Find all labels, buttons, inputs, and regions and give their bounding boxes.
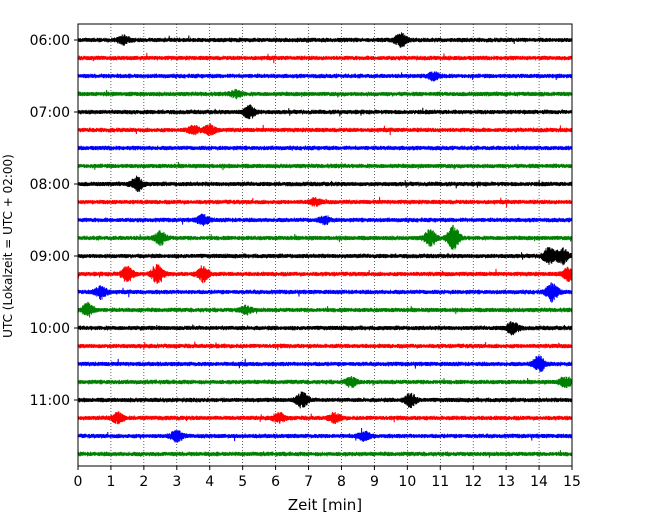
x-tick-label: 14 — [530, 474, 548, 490]
y-tick-label: 06:00 — [30, 33, 70, 49]
trace-row — [77, 428, 573, 443]
y-axis-label: UTC (Lokalzeit = UTC + 02:00) — [1, 154, 15, 338]
trace-row — [77, 32, 573, 48]
trace-row — [77, 355, 573, 373]
trace-row — [77, 247, 573, 266]
trace-row — [77, 104, 573, 120]
trace-row — [77, 301, 573, 318]
trace-row — [77, 162, 573, 171]
trace-row — [77, 175, 573, 192]
x-tick-label: 9 — [370, 474, 379, 490]
x-tick-label: 10 — [398, 474, 416, 490]
x-tick-label: 8 — [337, 474, 346, 490]
seismic-traces — [77, 32, 573, 458]
trace-row — [77, 450, 573, 458]
x-tick-label: 1 — [106, 474, 115, 490]
y-tick-label: 08:00 — [30, 177, 70, 193]
x-tick-label: 2 — [139, 474, 148, 490]
x-tick-label: 12 — [464, 474, 482, 490]
y-tick-label: 11:00 — [30, 393, 70, 409]
trace-row — [77, 123, 573, 136]
x-tick-label: 3 — [172, 474, 181, 490]
trace-row — [77, 321, 573, 336]
x-axis-ticks: 0 1 2 3 4 5 6 7 8 9 10 11 12 13 14 15 — [74, 466, 581, 490]
trace-row — [77, 144, 573, 151]
trace-row — [77, 196, 573, 208]
y-tick-label: 07:00 — [30, 105, 70, 121]
x-tick-label: 0 — [74, 474, 83, 490]
y-tick-label: 10:00 — [30, 321, 70, 337]
trace-row — [77, 376, 573, 388]
trace-row — [77, 71, 573, 82]
trace-row — [77, 224, 573, 250]
trace-row — [77, 411, 573, 425]
y-axis-ticks: 06:00 07:00 08:00 09:00 10:00 11:00 — [30, 33, 78, 409]
x-axis-label: Zeit [min] — [288, 496, 362, 514]
trace-row — [77, 282, 573, 303]
x-tick-label: 6 — [271, 474, 280, 490]
x-tick-label: 7 — [304, 474, 313, 490]
x-tick-label: 13 — [497, 474, 515, 490]
plot-frame — [77, 23, 573, 467]
trace-row — [77, 341, 573, 351]
x-tick-label: 5 — [238, 474, 247, 490]
trace-row — [77, 213, 573, 227]
trace-row — [77, 52, 573, 64]
trace-row — [77, 88, 573, 100]
trace-row — [77, 264, 573, 284]
y-tick-label: 09:00 — [30, 249, 70, 265]
x-tick-label: 4 — [205, 474, 214, 490]
x-tick-label: 11 — [431, 474, 449, 490]
x-tick-label: 15 — [563, 474, 581, 490]
trace-row — [77, 391, 573, 409]
